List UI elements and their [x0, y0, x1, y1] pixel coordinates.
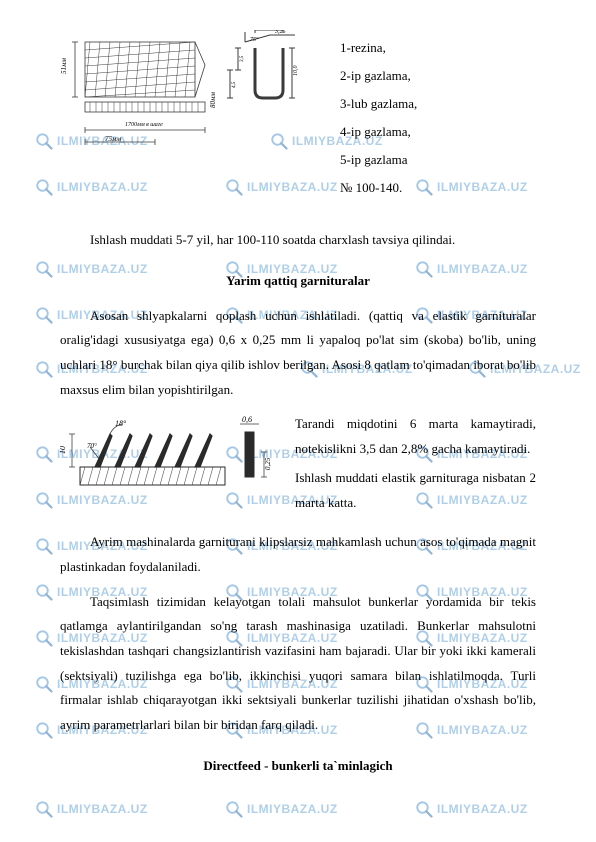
fig2-label-18: 18° [115, 419, 127, 428]
fig1-label-325: 3,25 [274, 30, 286, 35]
legend-item: 3-lub gazlama, [340, 91, 536, 117]
side-para-2: Ishlash muddati elastik garnituraga nisb… [295, 466, 536, 515]
figure-legend-row: 51мм 1700мм в шаге 80мм 75мм 75° 3,25 10… [60, 30, 536, 203]
figure-text-row: 18° 70° 10 0,6 0,25 Tarandi miqdotini 6 … [60, 412, 536, 515]
fig1-label-10: 10,0 [293, 66, 299, 77]
paragraph-2: Asosan shlyapkalarni qoplash uchun ishla… [60, 304, 536, 403]
heading-2: Directfeed - bunkerli ta`minlagich [60, 758, 536, 774]
fig1-label-35: 3,5 [240, 55, 245, 62]
legend-item: 1-rezina, [340, 35, 536, 61]
figure-2: 18° 70° 10 0,6 0,25 [60, 412, 280, 497]
paragraph-3: Ayrim mashinalarda garniturani klipslars… [60, 530, 536, 579]
page-content: 51мм 1700мм в шаге 80мм 75мм 75° 3,25 10… [0, 0, 596, 819]
figure-legend: 1-rezina, 2-ip gazlama, 3-lub gazlama, 4… [340, 30, 536, 203]
figure-1: 51мм 1700мм в шаге 80мм 75мм 75° 3,25 10… [60, 30, 310, 150]
side-para-1: Tarandi miqdotini 6 marta kamaytiradi, n… [295, 412, 536, 461]
fig2-label-10: 10 [60, 446, 67, 454]
paragraph-1: Ishlash muddati 5-7 yil, har 100-110 soa… [60, 228, 536, 253]
legend-item: 5-ip gazlama [340, 147, 536, 173]
legend-item: 4-ip gazlama, [340, 119, 536, 145]
fig1-label-1700: 1700мм в шаге [125, 122, 163, 128]
paragraph-4: Taqsimlash tizimidan kelayotgan tolali m… [60, 590, 536, 738]
side-text: Tarandi miqdotini 6 marta kamaytiradi, n… [295, 412, 536, 515]
fig1-label-51: 51мм [60, 58, 68, 74]
fig1-label-80: 80мм [209, 92, 217, 108]
fig1-label-75: 75мм [105, 135, 121, 143]
fig2-label-025: 0,25 [264, 458, 272, 471]
fig2-label-06: 0,6 [242, 415, 252, 424]
legend-item: 2-ip gazlama, [340, 63, 536, 89]
legend-item: № 100-140. [340, 175, 536, 201]
fig2-label-70: 70° [87, 442, 97, 450]
fig1-label-75deg: 75° [250, 36, 259, 43]
fig1-label-45: 4,5 [232, 81, 237, 88]
heading-1: Yarim qattiq garnituralar [60, 273, 536, 289]
